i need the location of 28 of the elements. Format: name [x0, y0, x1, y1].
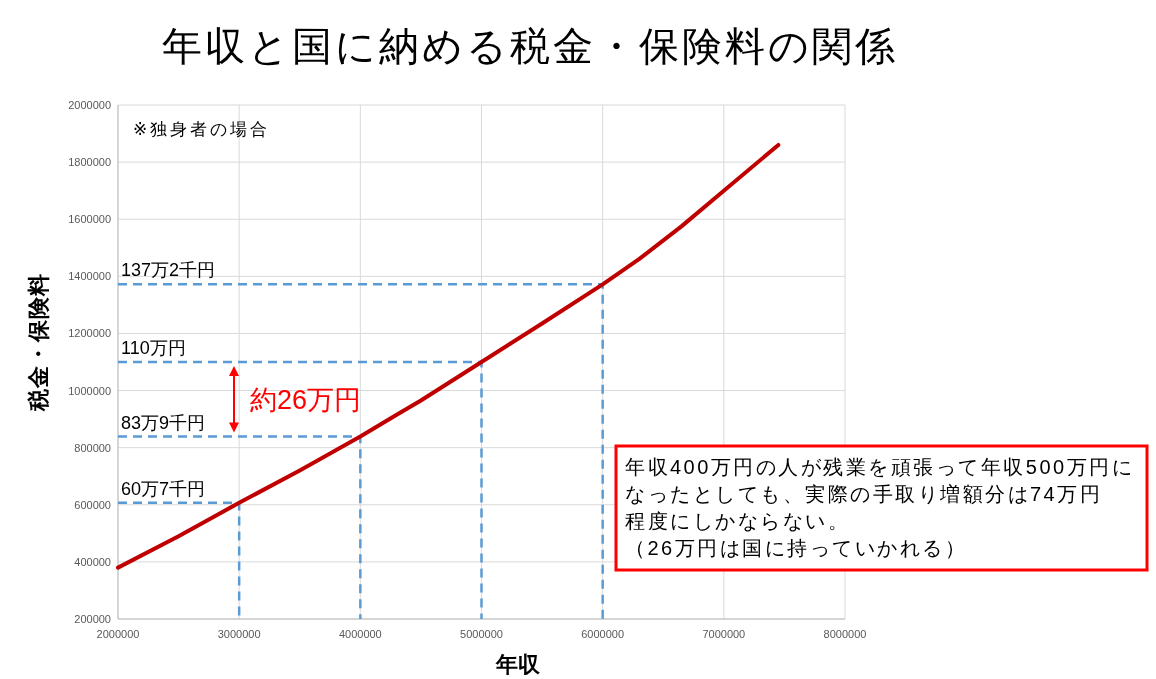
y-tick-label: 1400000 [68, 270, 111, 283]
y-tick-label: 2000000 [68, 99, 111, 111]
annotation: ※独身者の場合 [133, 120, 271, 139]
x-tick-label: 8000000 [823, 628, 867, 640]
annotation: 年収400万円の人が残業を頑張って年収500万円になったとしても、実際の手取り増額分は74万円程度にしかならない。 [625, 456, 1135, 532]
x-tick-label: 7000000 [702, 628, 746, 640]
y-tick-label: 1200000 [68, 327, 111, 340]
x-tick-label: 5000000 [460, 628, 503, 640]
x-tick-label: 2000000 [96, 628, 140, 640]
annotation: 110万円 [121, 338, 186, 358]
y-tick-label: 1600000 [68, 213, 111, 226]
annotation: 83万9千円 [121, 412, 206, 433]
x-tick-label: 4000000 [338, 628, 382, 640]
annotation: （26万円は国に持っていかれる） [625, 537, 968, 559]
y-tick-label: 1000000 [68, 384, 111, 397]
y-axis-title: 税金・保険料 [26, 273, 51, 412]
y-tick-label: 1800000 [68, 156, 111, 169]
chart-title: 年収と国に納める税金・保険料の関係 [162, 24, 898, 68]
y-tick-label: 200000 [74, 613, 111, 625]
annotation: 約26万円 [250, 385, 362, 416]
y-tick-label: 600000 [74, 498, 111, 511]
annotation: 137万2千円 [121, 260, 216, 281]
x-tick-label: 6000000 [581, 628, 625, 640]
y-tick-label: 400000 [74, 555, 111, 568]
y-tick-label: 800000 [74, 441, 111, 454]
annotation: 60万7千円 [121, 478, 206, 499]
x-axis-title: 年収 [495, 652, 541, 677]
x-tick-label: 3000000 [217, 628, 261, 640]
